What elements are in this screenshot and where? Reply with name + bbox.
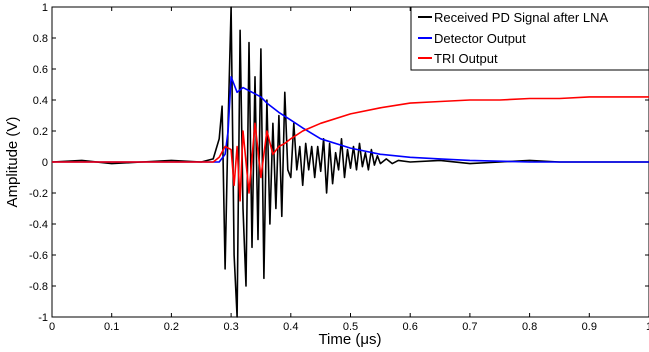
legend-label-received-pd: Received PD Signal after LNA: [434, 10, 608, 25]
y-tick-label: 0.4: [33, 95, 48, 107]
series-line-2: [52, 76, 649, 163]
x-tick-label: 0.1: [104, 321, 119, 333]
y-tick-label: 0.2: [33, 126, 48, 138]
y-tick-label: -0.4: [29, 219, 48, 231]
y-tick-label: -1: [38, 312, 48, 324]
x-tick-label: 1: [646, 321, 649, 333]
series-line-1: [51, 6, 649, 318]
x-axis-title: Time (μs): [318, 331, 381, 348]
x-tick-label: 0: [49, 321, 55, 333]
legend-label-detector: Detector Output: [434, 31, 526, 46]
legend: Received PD Signal after LNA Detector Ou…: [410, 6, 649, 71]
x-tick-label: 0.6: [403, 321, 418, 333]
x-tick-label: 0.2: [164, 321, 179, 333]
series-layer: [51, 6, 649, 318]
y-tick-label: 0: [42, 157, 48, 169]
y-tick-label: 0.6: [33, 64, 48, 76]
x-tick-label: 0.8: [522, 321, 537, 333]
y-axis-title: Amplitude (V): [4, 117, 21, 208]
x-tick-label: 0.4: [283, 321, 298, 333]
x-tick-label: 0.5: [343, 321, 358, 333]
y-tick-label: 0.8: [33, 33, 48, 45]
y-tick-label: -0.6: [29, 250, 48, 262]
y-tick-label: 1: [42, 2, 48, 14]
x-tick-label: 0.3: [223, 321, 238, 333]
legend-box: [410, 6, 649, 71]
axis-ticks: 0 0.1 0.2 0.3 0.4 0.5 0.6 0.7 0.8 0.9 1 -1 -0.8 -0.6 -…: [29, 2, 649, 333]
x-tick-label: 0.9: [582, 321, 597, 333]
legend-label-tri: TRI Output: [434, 51, 498, 66]
y-tick-label: -0.2: [29, 188, 48, 200]
series-line-3: [52, 96, 649, 202]
x-tick-label: 0.7: [462, 321, 477, 333]
y-tick-label: -0.8: [29, 281, 48, 293]
